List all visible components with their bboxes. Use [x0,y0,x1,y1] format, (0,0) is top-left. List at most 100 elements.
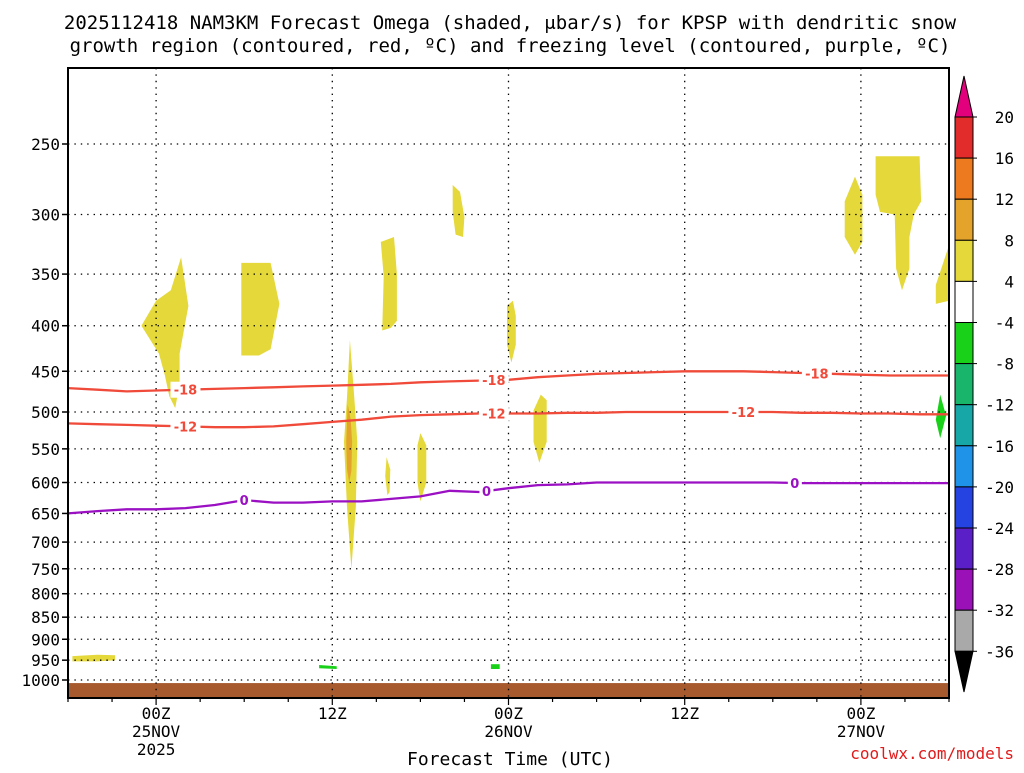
chart-title-line2: growth region (contoured, red, ºC) and f… [70,35,951,57]
colorbar-label-9: -20 [985,478,1014,497]
x-tick-label-30-1: 00Z [494,704,523,723]
colorbar-label-13: -36 [985,642,1014,661]
colorbar-swatch-7 [954,404,974,447]
omega-region-13 [72,654,115,662]
x-axis-label: Forecast Time (UTC) [407,749,613,768]
chart-title-line1: 2025112418 NAM3KM Forecast Omega (shaded… [64,12,957,34]
gridlines [68,68,949,698]
credit-text: coolwx.com/models [850,744,1014,763]
colorbar-label-11: -28 [985,560,1014,579]
x-tick-label-30-2: 26NOV [484,722,533,741]
colorbar-top-arrow [954,75,974,118]
contour-label-bg-1-0 [170,418,201,435]
y-tick-label-1000: 1000 [21,671,60,690]
y-tick-label-600: 600 [31,473,60,492]
x-tick-label-54-1: 00Z [846,704,875,723]
y-tick-label-550: 550 [31,440,60,459]
x-tick-label-54-2: 27NOV [837,722,886,741]
colorbar-label-6: -8 [995,355,1014,374]
contour-label-bg-2-2 [787,474,802,491]
y-tick-label-500: 500 [31,403,60,422]
contour-label-bg-0-2 [801,365,832,382]
colorbar-label-8: -16 [985,437,1014,456]
contour-label-2-0: 0 [240,494,249,509]
y-tick-label-450: 450 [31,362,60,381]
contour-label-bg-1-2 [728,404,759,420]
colorbar-label-1: 16 [995,149,1014,168]
omega-region-0 [141,257,189,409]
omega-shading [72,156,949,669]
omega-region-1 [241,262,280,356]
contour-label-0-2: -18 [805,367,829,382]
contour-label-bg-0-0 [170,381,201,398]
colorbar-swatch-1 [954,157,974,200]
colorbar-label-4: 4 [1004,272,1014,291]
omega-region-10 [844,176,863,255]
colorbar-swatch-10 [954,527,974,570]
terrain-fill [68,683,949,698]
colorbar-swatch-6 [954,363,974,406]
x-tick-label-6-1: 00Z [142,704,171,723]
y-tick-label-300: 300 [31,205,60,224]
contour-label-1-1: -12 [482,408,506,423]
colorbar-label-5: -4 [995,314,1014,333]
contour-label-2-2: 0 [790,477,799,492]
x-tick-label-6-3: 2025 [137,740,176,759]
omega-region-15 [319,665,337,669]
y-tick-label-800: 800 [31,585,60,604]
colorbar-swatch-8 [954,445,974,488]
omega-region-6 [417,433,427,502]
y-tick-label-400: 400 [31,317,60,336]
contour-lines: -18 -18 -18 -12 -12 -12 0 0 0 [67,365,949,515]
colorbar-label-2: 12 [995,190,1014,209]
colorbar-swatch-0 [954,116,974,159]
x-tick-label-6-2: 25NOV [132,722,181,741]
contour-label-bg-2-0 [237,492,252,509]
colorbar-swatch-9 [954,486,974,529]
omega-region-12 [935,245,949,304]
omega-region-5 [385,457,391,496]
colorbar-swatch-12 [954,609,974,652]
y-tick-label-950: 950 [31,651,60,670]
colorbar-label-0: 20 [995,108,1014,127]
x-tick-label-42-1: 12Z [670,704,699,723]
colorbar-swatch-11 [954,568,974,611]
colorbar: 20 16 12 8 4 -4 -8 -12 -16 -20 -24 -28 -32 -36 [954,75,1014,693]
contour-label-0-1: -18 [482,374,506,389]
contour-label-bg-0-1 [478,372,509,389]
contour-label-0-0: -18 [174,384,198,399]
colorbar-label-7: -12 [985,396,1014,415]
colorbar-label-3: 8 [1004,231,1014,250]
y-tick-label-250: 250 [31,135,60,154]
plot-area: -18 -18 -18 -12 -12 -12 0 0 0 [67,67,950,699]
y-tick-label-750: 750 [31,560,60,579]
contour-label-1-2: -12 [732,406,756,421]
y-tick-label-850: 850 [31,608,60,627]
y-tick-label-350: 350 [31,265,60,284]
colorbar-label-10: -24 [985,519,1014,538]
contour-line-0 [67,481,949,515]
omega-region-3 [346,404,353,483]
omega-region-9 [533,394,547,463]
y-tick-label-650: 650 [31,504,60,523]
omega-region-8 [507,300,516,363]
omega-region-4 [380,237,397,331]
omega-region-16 [490,664,500,669]
contour-label-1-0: -12 [174,420,198,435]
contour-label-bg-1-1 [478,405,509,422]
contour-label-2-1: 0 [482,485,491,500]
omega-region-14 [935,394,947,439]
y-tick-label-700: 700 [31,533,60,552]
colorbar-label-12: -32 [985,601,1014,620]
colorbar-swatch-5 [954,322,974,365]
terrain-layer [68,683,949,698]
omega-region-7 [452,185,465,237]
y-tick-label-900: 900 [31,630,60,649]
x-tick-label-18-1: 12Z [318,704,347,723]
colorbar-swatch-3 [954,239,974,282]
colorbar-swatch-4 [954,280,974,323]
